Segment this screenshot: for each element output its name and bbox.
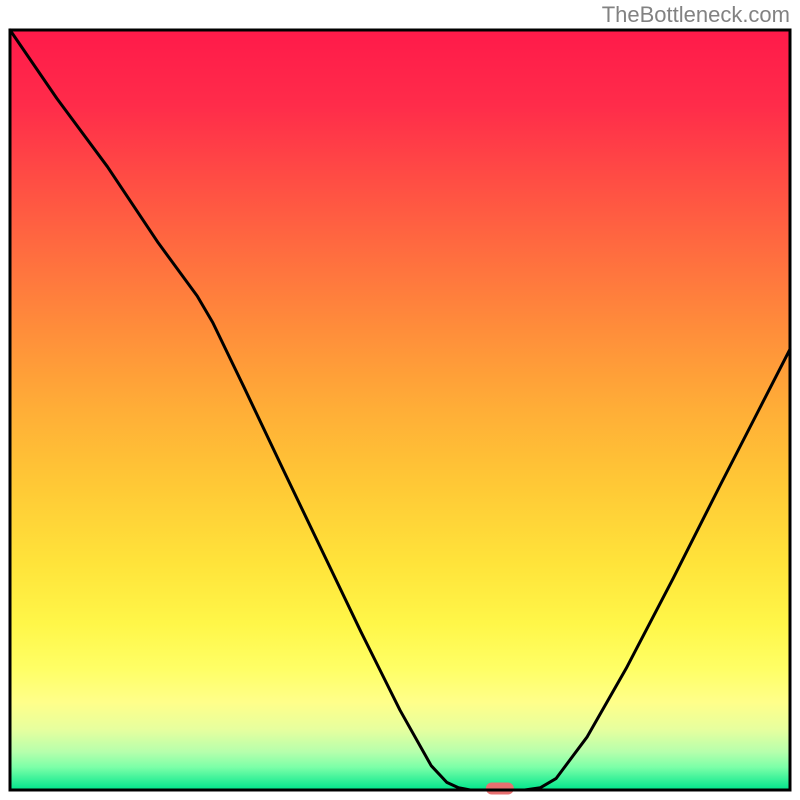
bottleneck-chart: TheBottleneck.com	[0, 0, 800, 800]
optimal-marker	[486, 782, 514, 794]
chart-background	[10, 30, 790, 790]
watermark-text: TheBottleneck.com	[602, 2, 790, 28]
chart-svg	[0, 0, 800, 800]
